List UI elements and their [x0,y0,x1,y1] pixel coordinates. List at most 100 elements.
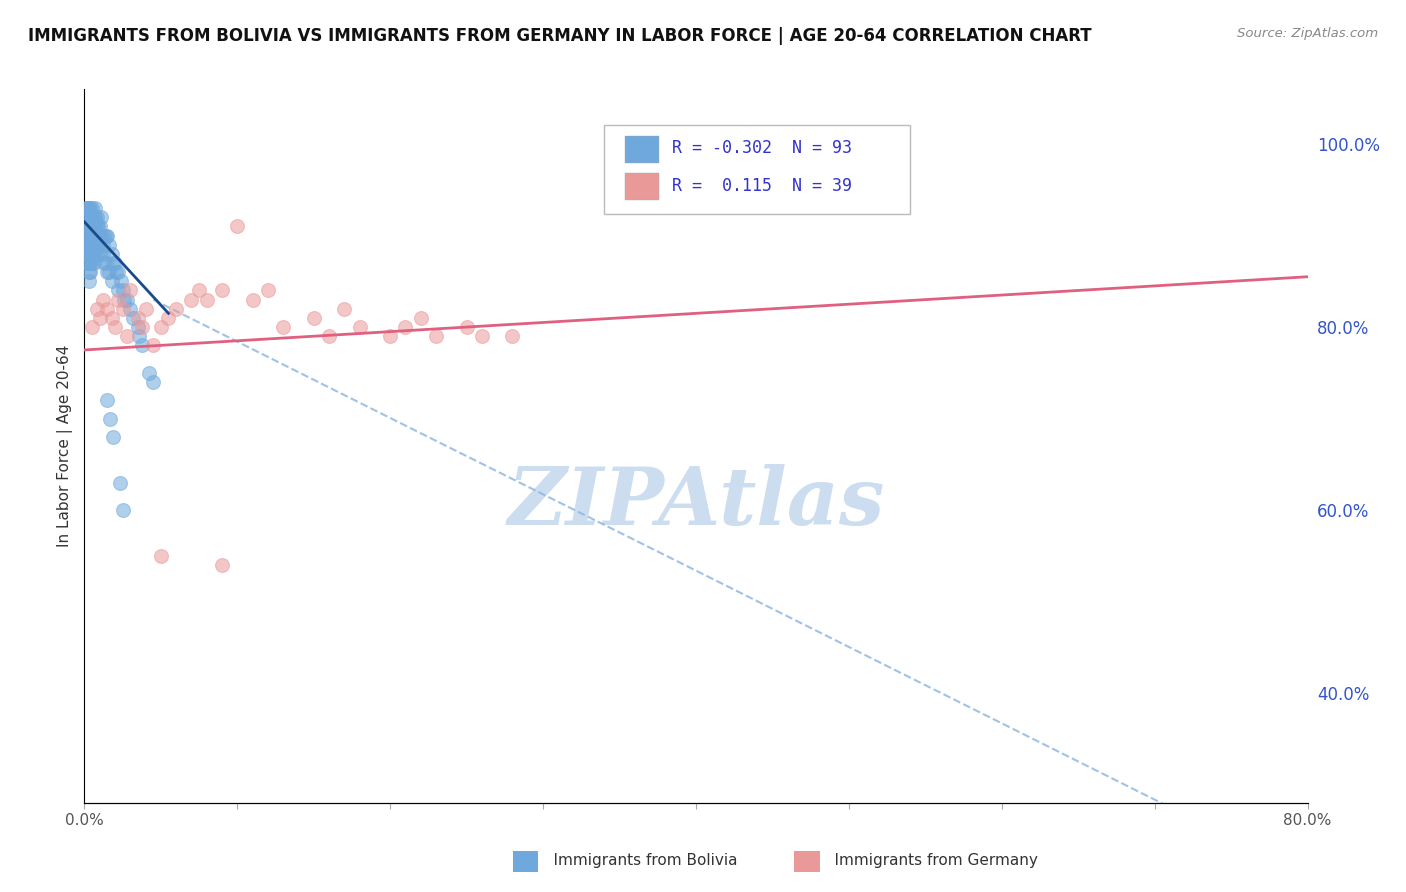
Point [96,265,118,279]
Point [90,211,112,225]
Point [97,237,120,252]
Text: Immigrants from Germany: Immigrants from Germany [815,854,1039,868]
Point [94,256,117,270]
Point [89,310,111,325]
Point [211,284,233,298]
Point [91,237,114,252]
Point [75,237,97,252]
Point [188,284,211,298]
Point [77,237,100,252]
Point [107,284,129,298]
Point [96,393,118,408]
Point [77,265,100,279]
Point [122,310,145,325]
Point [77,211,100,225]
Point [103,430,125,444]
Point [349,320,371,334]
FancyBboxPatch shape [626,173,659,200]
Point [76,219,98,234]
Point [86,219,108,234]
Point [149,549,172,563]
Point [79,211,101,225]
Point [84,237,107,252]
Point [271,320,294,334]
Text: ZIPAtlas: ZIPAtlas [508,465,884,541]
Point [80,201,103,215]
Point [75,201,97,215]
Point [86,228,108,243]
Point [142,375,165,389]
Text: R = -0.302  N = 93: R = -0.302 N = 93 [672,139,852,157]
Point [79,265,101,279]
Text: Immigrants from Bolivia: Immigrants from Bolivia [534,854,738,868]
Point [120,301,142,316]
FancyBboxPatch shape [605,125,910,214]
Point [84,219,107,234]
Point [76,256,98,270]
Point [83,256,105,270]
Point [91,247,114,261]
Point [98,411,121,425]
Point [76,228,98,243]
Point [115,329,138,343]
Point [80,211,103,225]
Point [79,256,101,270]
Point [471,329,494,343]
Point [409,310,432,325]
Point [83,219,105,234]
Point [77,219,100,234]
Point [149,320,172,334]
Point [104,320,127,334]
Point [89,247,111,261]
Point [91,293,114,307]
Point [77,274,100,288]
Point [115,293,138,307]
Point [302,310,325,325]
Point [80,228,103,243]
Point [112,293,135,307]
Point [80,237,103,252]
Point [107,265,129,279]
Point [84,211,107,225]
Point [318,329,340,343]
Point [76,237,98,252]
Point [333,301,356,316]
Point [84,228,107,243]
Point [93,256,115,270]
Point [127,320,149,334]
Point [87,228,110,243]
Point [75,228,97,243]
Point [80,256,103,270]
Point [107,293,129,307]
Point [456,320,478,334]
Point [138,366,160,380]
Point [142,338,165,352]
Point [77,201,100,215]
Point [108,475,131,490]
Point [157,310,180,325]
Point [79,201,101,215]
Point [110,274,132,288]
Point [84,201,107,215]
Point [83,237,105,252]
Y-axis label: In Labor Force | Age 20-64: In Labor Force | Age 20-64 [58,345,73,547]
Point [128,329,150,343]
Point [101,274,124,288]
Point [80,247,103,261]
Point [94,228,117,243]
Point [77,256,100,270]
Point [96,301,118,316]
Point [86,247,108,261]
Point [79,228,101,243]
Point [79,237,101,252]
Point [89,228,111,243]
Point [76,211,98,225]
Point [105,265,128,279]
Point [135,301,157,316]
Point [76,247,98,261]
Point [75,219,97,234]
Point [180,293,202,307]
Point [425,329,447,343]
Point [101,310,124,325]
Point [77,228,100,243]
